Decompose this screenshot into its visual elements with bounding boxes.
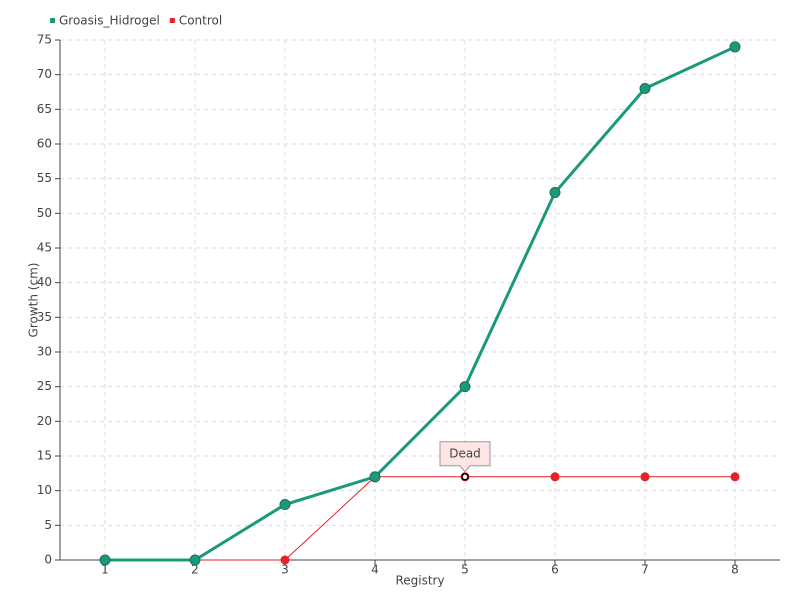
legend-label: Control: [179, 14, 222, 28]
legend-swatch: [169, 18, 175, 23]
data-point: [730, 472, 740, 482]
x-tick-label: 2: [191, 563, 199, 577]
y-tick-label: 25: [37, 379, 52, 393]
annotation-marker: [461, 473, 469, 481]
y-tick-label: 40: [37, 275, 52, 289]
data-point: [459, 381, 471, 393]
y-tick-label: 75: [37, 33, 52, 47]
y-axis-label: Growth (cm): [27, 263, 41, 338]
x-tick-label: 4: [371, 563, 379, 577]
y-tick-label: 0: [44, 553, 52, 567]
y-tick-label: 5: [44, 518, 52, 532]
x-tick-label: 3: [281, 563, 289, 577]
series-line: [105, 476, 735, 561]
y-tick-label: 20: [37, 414, 52, 428]
data-point: [279, 499, 291, 511]
y-tick-label: 30: [37, 345, 52, 359]
data-point: [549, 187, 561, 199]
y-tick-label: 15: [37, 449, 52, 463]
data-point: [189, 554, 201, 566]
y-tick-label: 50: [37, 206, 52, 220]
y-tick-label: 70: [37, 67, 52, 81]
x-tick-label: 5: [461, 563, 469, 577]
x-axis-label: Registry: [395, 574, 444, 588]
annotation-text: Dead: [449, 446, 481, 460]
data-point: [729, 41, 741, 53]
data-point: [550, 472, 560, 482]
x-tick-label: 8: [731, 563, 739, 577]
y-tick-label: 60: [37, 137, 52, 151]
legend-swatch: [50, 18, 55, 23]
legend-label: Groasis_Hidrogel: [59, 14, 160, 28]
x-tick-label: 6: [551, 563, 559, 577]
y-tick-label: 65: [37, 102, 52, 116]
data-point: [280, 555, 290, 565]
y-tick-label: 45: [37, 241, 52, 255]
x-tick-label: 7: [641, 563, 649, 577]
data-point: [639, 83, 651, 95]
annotation-box: [439, 441, 491, 473]
y-tick-label: 55: [37, 171, 52, 185]
data-point: [369, 471, 381, 483]
data-point: [99, 554, 111, 566]
y-tick-label: 10: [37, 483, 52, 497]
x-tick-label: 1: [101, 563, 109, 577]
y-tick-label: 35: [37, 310, 52, 324]
annotation: Dead: [439, 441, 491, 473]
series-line: [105, 45, 736, 562]
data-point: [640, 472, 650, 482]
